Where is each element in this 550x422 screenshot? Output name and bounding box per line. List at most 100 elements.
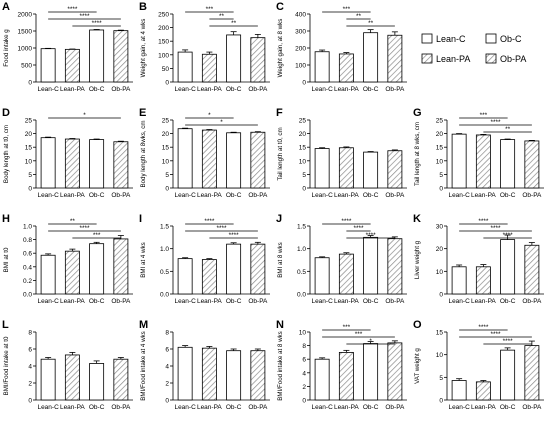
bar-ob-pa	[387, 150, 403, 189]
y-tick-label: 10	[436, 269, 444, 276]
bar-lean-pa	[201, 259, 217, 295]
significance-label: ****	[341, 218, 352, 225]
bar-ob-pa	[387, 342, 403, 401]
x-tick-label: Lean-PA	[60, 86, 85, 93]
y-tick-label: 15	[299, 145, 307, 152]
x-tick-label: Lean-C	[174, 298, 196, 305]
y-tick-label: 25	[25, 118, 33, 125]
x-tick-label: Lean-PA	[471, 192, 496, 199]
panel-j: J 0.0 0.5 1.0 1.5 BMI at 8 wks Lean-C Lean-PA Ob…	[276, 213, 407, 305]
x-tick-label: Ob-C	[89, 404, 105, 411]
y-tick-label: 100	[295, 63, 306, 70]
bar-ob-c	[89, 363, 105, 401]
bar-ob-pa	[113, 30, 129, 83]
y-tick-label: 8	[28, 330, 32, 337]
y-tick-label: 15	[162, 145, 170, 152]
x-tick-label: Ob-C	[363, 404, 379, 411]
y-tick-label: 5	[165, 172, 169, 179]
y-tick-label: 0	[439, 292, 443, 299]
panel-letter: I	[139, 213, 142, 225]
y-tick-label: 400	[295, 12, 306, 19]
significance-label: ****	[503, 232, 514, 239]
bar-lean-pa	[64, 138, 80, 189]
y-axis-label: Body length at 8wks, cm	[140, 120, 147, 187]
x-tick-label: Ob-PA	[385, 298, 405, 305]
bar-ob-c	[89, 139, 105, 189]
panel-h: H 0.0 0.2 0.4 0.6 0.8 1.0 BMI at t0 Lean-C Lean-P…	[2, 213, 133, 305]
y-tick-label: 0.5	[160, 269, 169, 276]
y-tick-label: 0.0	[160, 292, 169, 299]
significance-label: ***	[93, 232, 101, 239]
y-tick-label: 1.0	[297, 246, 306, 253]
bar-ob-c	[500, 139, 516, 189]
y-axis-label: Weight gain, at 4 wks	[140, 19, 147, 78]
y-axis-label: Weight gain, at 8 wks	[277, 19, 284, 78]
bar-lean-c	[451, 266, 467, 295]
x-tick-label: Ob-C	[500, 298, 516, 305]
panel-a: A 0 500 1000 1500 2000 Food intake g Lean-C Lean…	[2, 1, 133, 93]
x-tick-label: Lean-C	[174, 404, 196, 411]
bar-ob-pa	[250, 131, 266, 189]
y-axis-label: Liver weight g	[414, 240, 421, 279]
y-tick-label: 2	[28, 381, 32, 388]
bar-lean-pa	[201, 129, 217, 189]
panel-i: I 0.0 0.5 1.0 1.5 BMI at 4 wks Lean-C Lean-PA Ob…	[139, 213, 270, 305]
x-tick-label: Ob-PA	[522, 404, 542, 411]
y-axis-label: BMI at 8 wks	[277, 242, 284, 277]
y-tick-label: 1.0	[23, 224, 32, 231]
significance-label: ***	[343, 324, 351, 331]
panel-d: D 0 5 10 15 20 25 Body length at t0, cm Lean-C Le…	[2, 107, 133, 199]
x-tick-label: Lean-PA	[60, 404, 85, 411]
panel-letter: M	[139, 319, 148, 331]
x-tick-label: Ob-C	[363, 298, 379, 305]
panel-k: K 0 10 20 30 Liver weight g Lean-C Lean-PA Ob-C O…	[413, 213, 544, 305]
y-tick-label: 0.8	[23, 237, 32, 244]
bar-lean-c	[40, 254, 56, 295]
x-tick-label: Ob-C	[226, 86, 242, 93]
y-tick-label: 25	[436, 118, 444, 125]
bar-ob-pa	[524, 345, 540, 401]
legend-swatch-ob-c	[485, 33, 497, 44]
y-tick-label: 25	[299, 118, 307, 125]
y-axis-label: Body length at t0, cm	[3, 125, 10, 183]
x-tick-label: Lean-PA	[471, 298, 496, 305]
significance-label: **	[505, 126, 511, 133]
x-tick-label: Ob-C	[363, 86, 379, 93]
x-tick-label: Lean-C	[448, 192, 470, 199]
panel-letter: N	[276, 319, 284, 331]
y-axis-label: Tail length at t0, cm	[277, 127, 284, 180]
y-tick-label: 4	[165, 364, 169, 371]
y-tick-label: 0	[302, 398, 306, 405]
bar-lean-c	[451, 133, 467, 189]
bar-lean-c	[314, 358, 330, 401]
x-tick-label: Lean-C	[311, 192, 333, 199]
y-tick-label: 20	[436, 131, 444, 138]
x-tick-label: Lean-C	[174, 192, 196, 199]
y-tick-label: 0	[28, 398, 32, 405]
bar-ob-c	[363, 236, 379, 295]
x-tick-label: Ob-C	[500, 192, 516, 199]
x-tick-label: Ob-PA	[111, 298, 131, 305]
bar-lean-pa	[475, 381, 491, 401]
x-tick-label: Ob-C	[226, 404, 242, 411]
x-tick-label: Lean-PA	[197, 404, 222, 411]
bar-ob-c	[226, 350, 242, 401]
x-tick-label: Ob-PA	[248, 404, 268, 411]
y-axis-label: Tail length at 8 wks, cm	[414, 122, 421, 186]
bar-ob-c	[226, 132, 242, 189]
bar-lean-pa	[64, 250, 80, 295]
significance-label: ****	[366, 232, 377, 239]
x-tick-label: Ob-PA	[385, 192, 405, 199]
legend-label-lean-c: Lean-C	[436, 34, 466, 44]
x-tick-label: Ob-PA	[522, 192, 542, 199]
significance-label: ***	[343, 6, 351, 13]
panel-letter: H	[2, 213, 10, 225]
significance-label: ****	[229, 232, 240, 239]
bar-ob-pa	[250, 243, 266, 295]
panel-letter: F	[276, 107, 283, 119]
significance-label: ***	[480, 112, 488, 119]
panel-n: N 0 2 4 6 8 10 BMI/Food intake at 8 wks Lean-C Le…	[276, 319, 407, 411]
significance-label: *	[369, 338, 372, 345]
x-tick-label: Ob-C	[226, 298, 242, 305]
bar-lean-c	[451, 380, 467, 401]
